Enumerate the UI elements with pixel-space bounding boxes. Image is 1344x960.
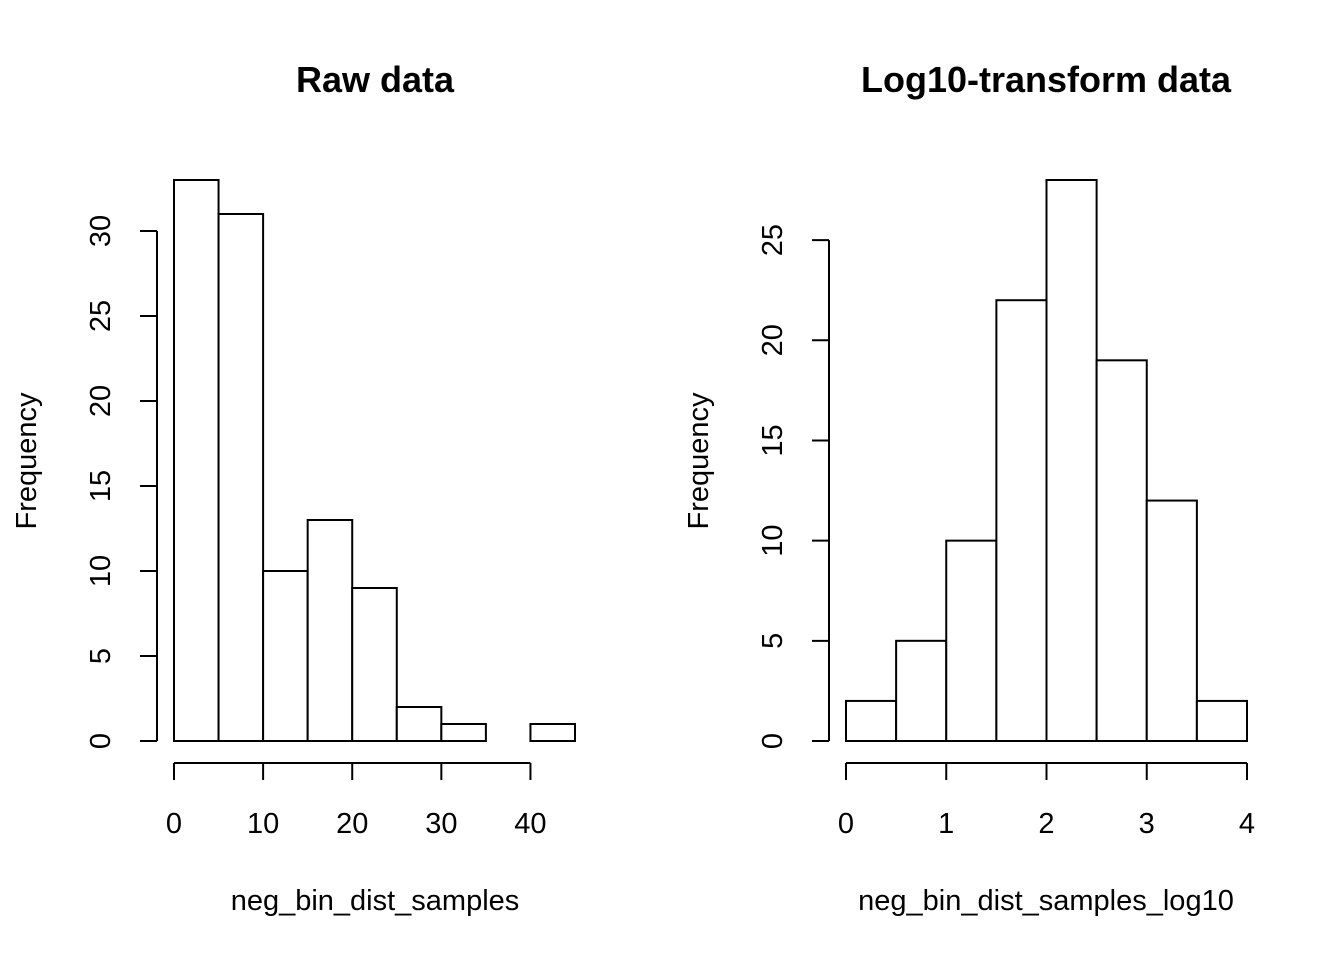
y-tick-label: 20	[757, 324, 789, 356]
histogram-bar	[945, 539, 998, 743]
y-tick-label: 10	[85, 555, 117, 587]
histogram-bar	[173, 179, 220, 742]
chart-title: Log10-transform data	[861, 59, 1232, 100]
y-tick-label: 15	[85, 470, 117, 502]
x-tick-label: 1	[938, 808, 954, 840]
y-tick-label: 20	[85, 385, 117, 417]
x-tick-label: 2	[1038, 808, 1054, 840]
histogram-bar	[895, 639, 948, 742]
y-tick-label: 5	[85, 648, 117, 664]
histogram-bar	[1095, 359, 1148, 742]
x-tick-label: 30	[425, 808, 457, 840]
raw-data-histogram: Raw data neg_bin_dist_samples Frequency 0 5 1…	[11, 59, 577, 917]
x-tick-label: 40	[514, 808, 546, 840]
y-axis-label: Frequency	[683, 392, 715, 530]
x-tick-label: 3	[1139, 808, 1155, 840]
histogram-bar	[395, 706, 443, 742]
histogram-bar	[306, 519, 354, 742]
y-tick-label: 25	[85, 300, 117, 332]
y-tick-label: 10	[757, 525, 789, 557]
histogram-bar	[1145, 499, 1198, 743]
histogram-bar	[351, 587, 398, 742]
y-tick-label: 25	[757, 224, 789, 256]
x-axis-label: neg_bin_dist_samples_log10	[858, 885, 1234, 917]
y-tick-label: 15	[757, 424, 789, 456]
y-tick-label: 30	[85, 215, 117, 247]
y-tick-label: 0	[85, 733, 117, 749]
histogram-bar	[995, 299, 1048, 742]
histogram-bar	[1195, 699, 1248, 743]
histogram-bar	[440, 723, 487, 742]
x-tick-label: 0	[838, 808, 854, 840]
histogram-bar	[217, 213, 265, 742]
y-tick-label: 5	[757, 633, 789, 649]
y-tick-label: 0	[757, 733, 789, 749]
chart-title: Raw data	[296, 59, 455, 100]
x-tick-label: 10	[247, 808, 279, 840]
x-tick-label: 4	[1239, 808, 1255, 840]
histogram-bar	[262, 570, 309, 742]
log10-data-histogram: Log10-transform data neg_bin_dist_samples…	[683, 59, 1255, 917]
x-axis-label: neg_bin_dist_samples	[231, 885, 520, 917]
x-tick-label: 0	[166, 808, 182, 840]
histogram-bar	[845, 699, 898, 743]
y-axis-label: Frequency	[11, 392, 43, 530]
histogram-bar	[1045, 179, 1098, 742]
x-tick-label: 20	[336, 808, 368, 840]
histogram-bar	[529, 723, 577, 742]
